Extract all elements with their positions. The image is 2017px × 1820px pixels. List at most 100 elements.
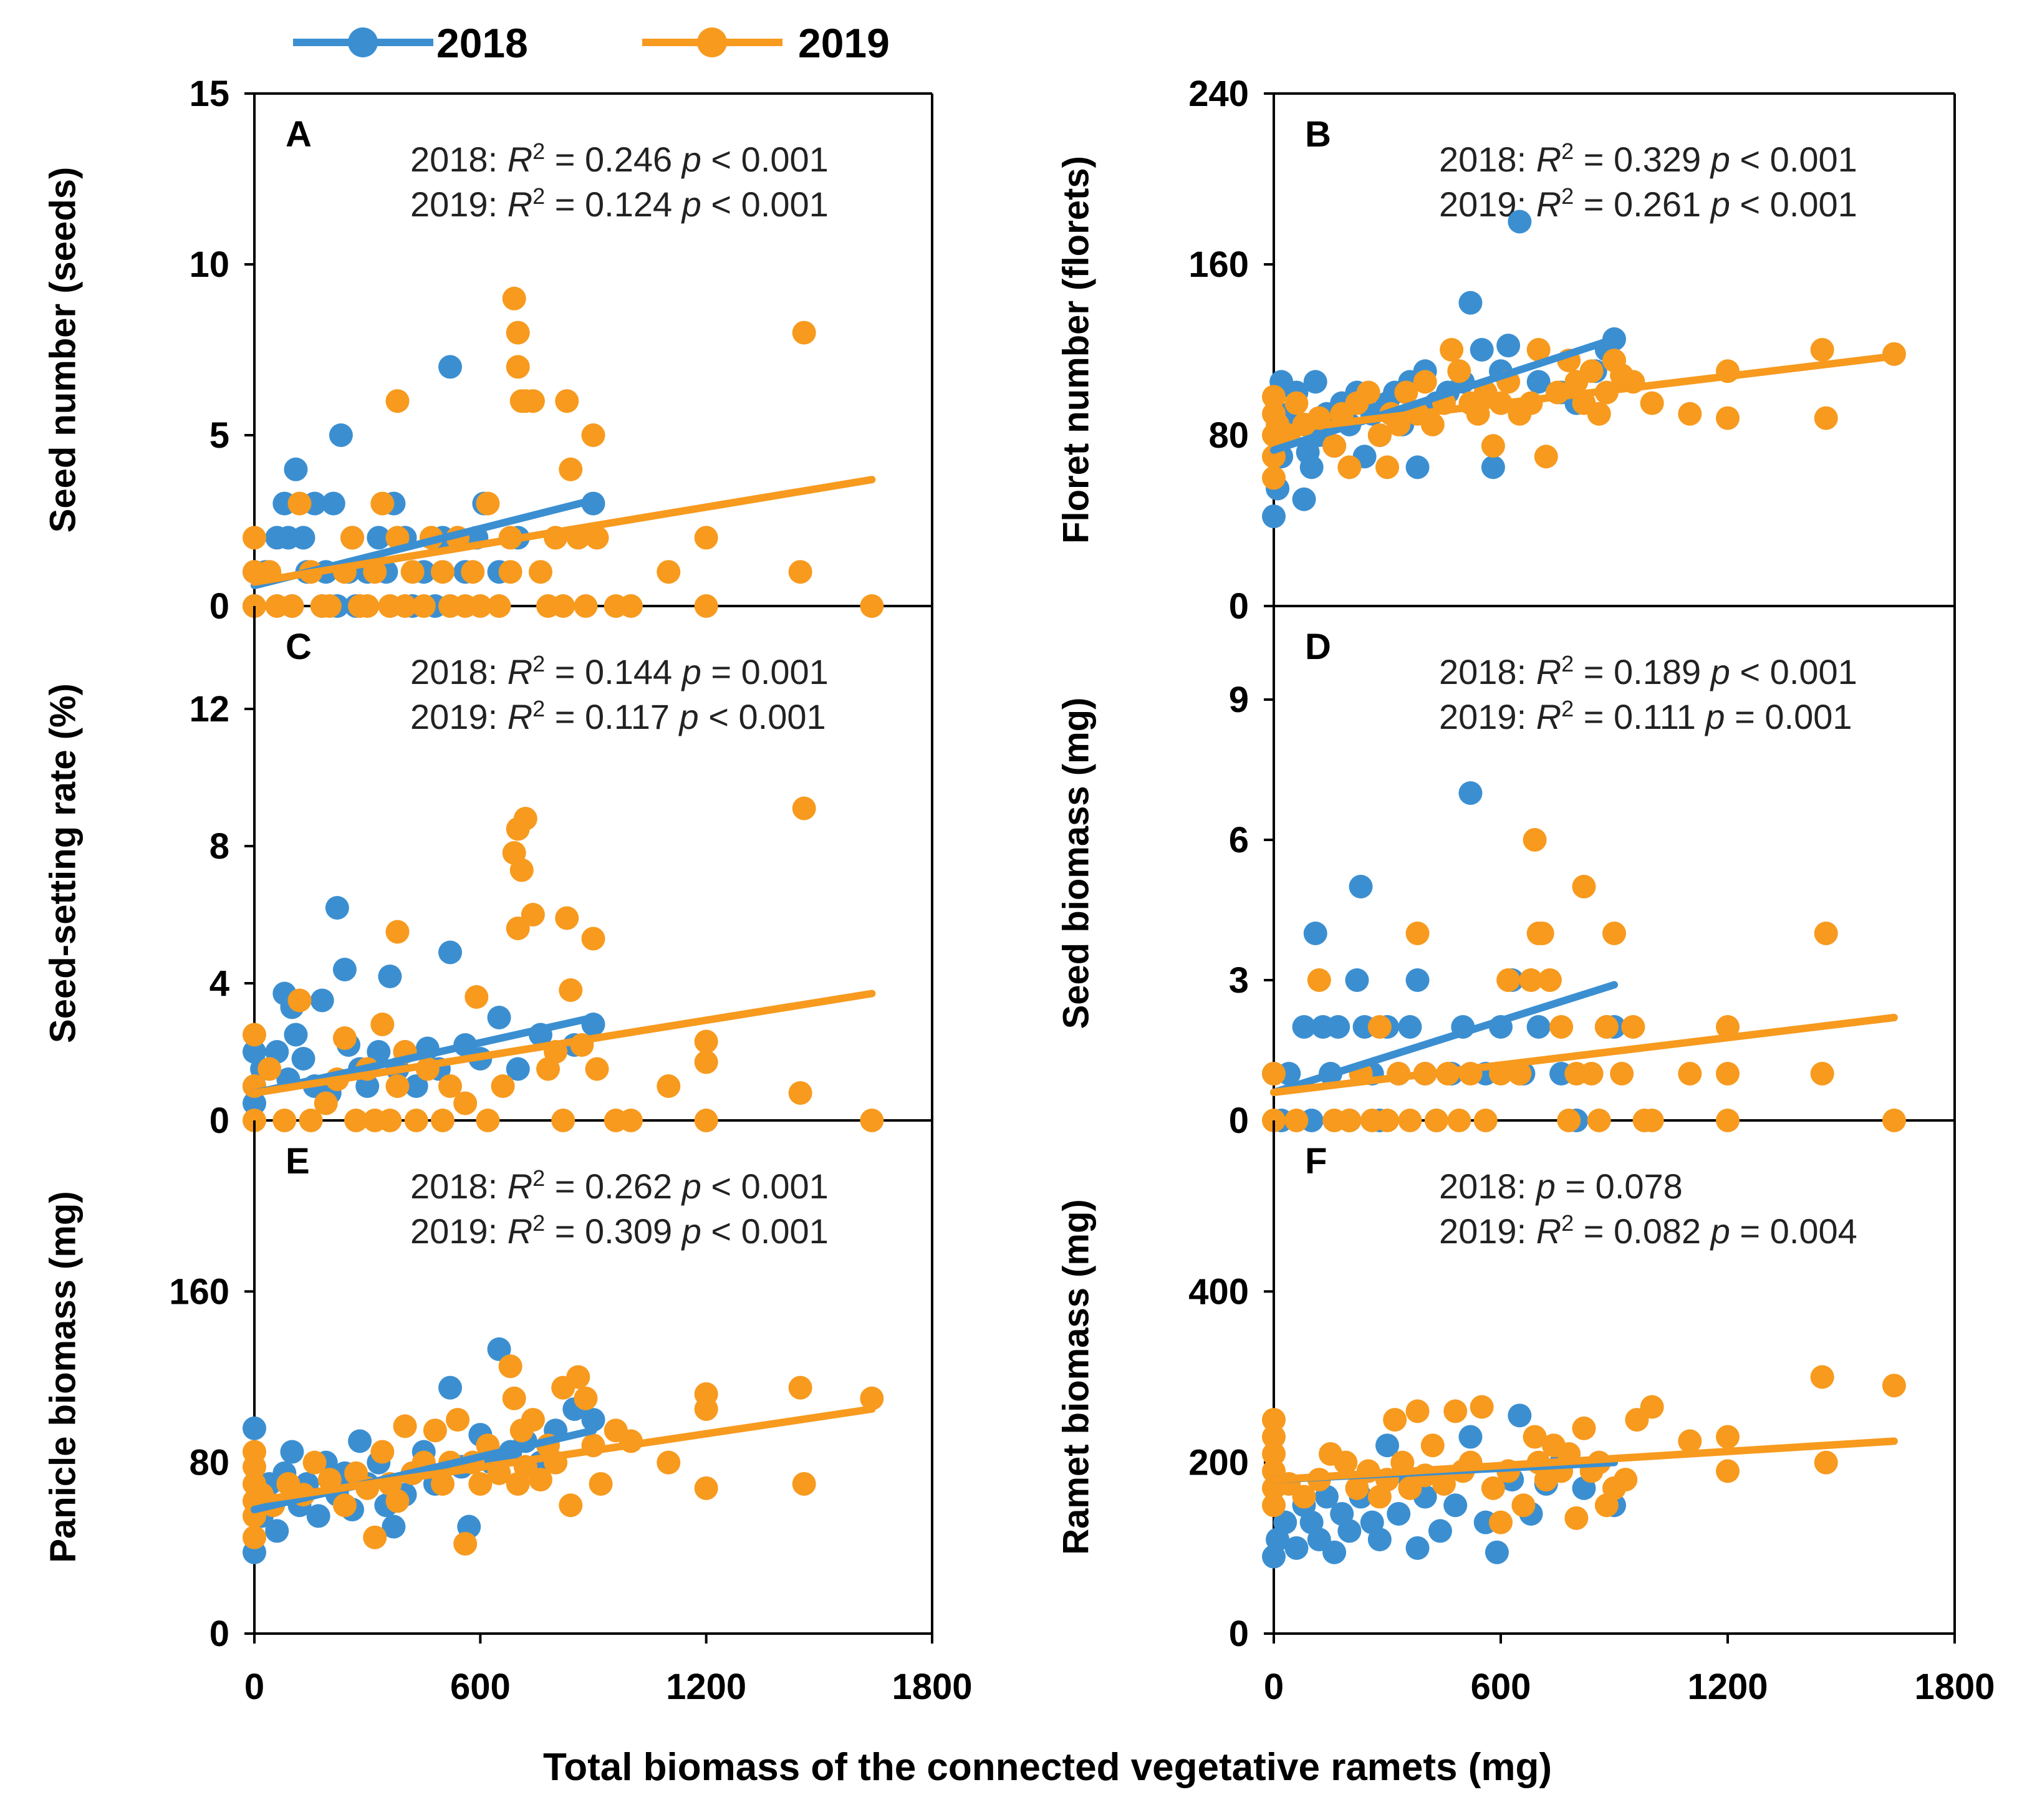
x-tick-label: 0: [244, 1667, 264, 1707]
point-2019: [1508, 1062, 1532, 1086]
point-2018: [348, 1429, 372, 1453]
point-2019: [1810, 1365, 1834, 1389]
panels: 0 5 10 15 Seed number (seeds) A 2018: R2 = 0.2…: [42, 74, 1956, 1654]
point-2019: [792, 1471, 816, 1496]
point-2019: [1810, 1062, 1834, 1086]
point-2018: [1496, 334, 1521, 358]
point-2019: [498, 1354, 522, 1379]
point-2019: [1640, 1395, 1664, 1419]
point-2019: [566, 1365, 590, 1389]
point-2018: [438, 1375, 463, 1400]
stat-line-2019: 2019: R2 = 0.111 p = 0.001: [1439, 696, 1852, 737]
point-2019: [1621, 1015, 1645, 1039]
point-2019: [423, 1418, 447, 1443]
point-2019: [555, 389, 579, 413]
point-2018: [1303, 922, 1327, 945]
point-2019: [1420, 412, 1445, 436]
point-2019: [1564, 1506, 1589, 1530]
point-2018: [1405, 1536, 1430, 1560]
point-2019: [243, 1525, 266, 1549]
point-2019: [355, 594, 380, 618]
point-2019: [1602, 922, 1626, 945]
point-2018: [1345, 968, 1369, 992]
y-axis-label: Ramet biomass (mg): [1056, 1199, 1096, 1554]
point-2019: [363, 1525, 387, 1549]
point-2019: [1398, 1109, 1422, 1132]
point-2019: [589, 1471, 613, 1496]
point-2018: [1458, 781, 1483, 805]
y-tick-label: 160: [169, 1271, 229, 1312]
stat-line-2018: 2018: R2 = 0.144 p = 0.001: [410, 651, 829, 692]
point-2019: [574, 594, 598, 618]
point-2018: [367, 1040, 391, 1064]
point-2018: [310, 988, 334, 1013]
point-2019: [498, 560, 522, 584]
point-2018: [280, 1440, 304, 1464]
y-tick-label: 12: [189, 689, 229, 729]
point-2019: [1587, 402, 1611, 426]
point-2019: [1440, 338, 1464, 362]
point-2018: [1299, 455, 1324, 479]
point-2019: [430, 1109, 455, 1132]
point-2019: [1496, 968, 1521, 992]
point-2018: [1292, 1015, 1316, 1039]
point-2018: [506, 1057, 530, 1081]
point-2019: [1481, 1476, 1505, 1500]
stat-line-2019: 2019: R2 = 0.261 p < 0.001: [1439, 183, 1857, 224]
y-tick-label: 0: [209, 586, 229, 627]
panel-d: 0 3 6 9 Seed biomass (mg) D 2018: R2 = 0.189 p…: [1056, 606, 1956, 1141]
point-2019: [1489, 1510, 1513, 1534]
point-2019: [860, 594, 884, 618]
point-2019: [694, 1050, 718, 1074]
fit-line-2018: [1270, 335, 1618, 454]
point-2019: [860, 1109, 884, 1132]
y-tick-label: 10: [189, 244, 229, 285]
point-2019: [551, 1109, 575, 1132]
point-2019: [1716, 1109, 1740, 1132]
point-2018: [438, 940, 463, 965]
point-2019: [344, 1109, 368, 1132]
point-2018: [1470, 338, 1494, 362]
fit-line-2019: [1270, 352, 1898, 435]
point-2019: [1337, 455, 1362, 479]
y-tick-label: 8: [209, 826, 229, 867]
point-2019: [340, 526, 365, 550]
point-2019: [1678, 1062, 1702, 1086]
stat-line-2019: 2019: R2 = 0.309 p < 0.001: [410, 1210, 829, 1251]
y-tick-label: 80: [189, 1443, 229, 1483]
x-axis-label: Total biomass of the connected vegetativ…: [543, 1746, 1552, 1789]
point-2019: [1579, 359, 1604, 383]
fit-line-2019: [1270, 1014, 1898, 1096]
point-2019: [506, 917, 530, 940]
point-2019: [1640, 391, 1664, 415]
point-2019: [1292, 1485, 1316, 1509]
point-2018: [1526, 370, 1551, 394]
point-2019: [1262, 466, 1286, 490]
point-2019: [694, 1029, 718, 1054]
panel-a: 0 5 10 15 Seed number (seeds) A 2018: R2 = 0.2…: [42, 74, 933, 627]
point-2019: [521, 389, 545, 413]
point-2018: [284, 1023, 308, 1047]
panel-letter: B: [1305, 114, 1331, 155]
y-axis-label: Seed number (seeds): [42, 167, 83, 533]
point-2019: [1413, 370, 1437, 394]
point-2018: [1322, 1540, 1347, 1564]
point-2019: [1262, 1442, 1286, 1466]
panel-letter: D: [1305, 627, 1331, 667]
legend-item-2019: 2019: [642, 20, 890, 66]
point-2019: [468, 594, 493, 618]
point-2019: [555, 906, 579, 930]
point-2019: [453, 1091, 478, 1115]
point-2019: [1587, 1109, 1611, 1132]
point-2018: [378, 965, 402, 988]
point-2019: [317, 594, 342, 618]
point-2019: [243, 1440, 266, 1464]
point-2019: [1262, 1408, 1286, 1432]
stat-line-2019: 2019: R2 = 0.082 p = 0.004: [1439, 1210, 1857, 1251]
point-2018: [291, 1047, 315, 1071]
point-2019: [581, 927, 605, 951]
point-2019: [513, 807, 537, 831]
point-2018: [1428, 1519, 1452, 1543]
point-2019: [1337, 1109, 1362, 1132]
